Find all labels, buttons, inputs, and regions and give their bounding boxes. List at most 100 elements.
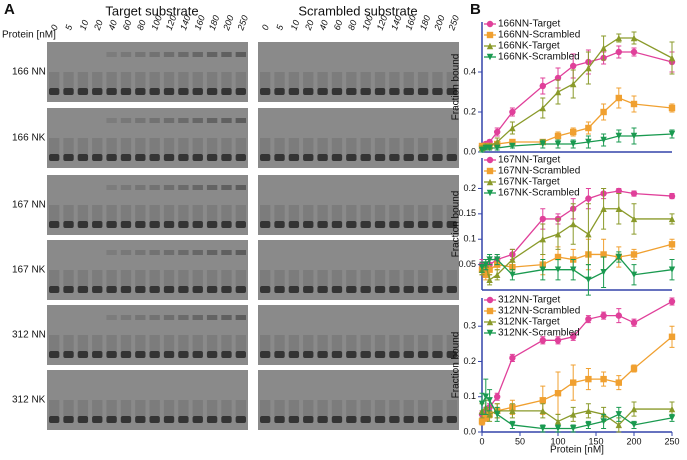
smear — [163, 270, 175, 286]
smear — [235, 205, 246, 221]
marker — [570, 80, 577, 88]
lane-label: 120 — [375, 14, 390, 32]
legend-label: 312NK-Scrambled — [498, 328, 580, 339]
band — [63, 416, 74, 423]
marker — [554, 88, 562, 96]
marker — [615, 34, 622, 42]
smear — [192, 72, 203, 88]
band — [77, 154, 89, 161]
band — [288, 351, 300, 358]
marker — [486, 20, 494, 28]
smear — [288, 205, 300, 221]
smear — [403, 335, 414, 351]
marker — [509, 108, 516, 116]
smear — [49, 205, 60, 221]
smear — [446, 72, 457, 88]
shift-band — [149, 185, 160, 190]
band — [446, 286, 457, 293]
y-tick-label: 0.15 — [458, 208, 476, 218]
band — [178, 286, 189, 293]
smear — [389, 72, 400, 88]
shift-band — [221, 315, 232, 320]
marker — [570, 379, 577, 386]
marker — [486, 296, 494, 304]
band — [77, 286, 89, 293]
shift-band — [120, 52, 132, 57]
smear — [163, 138, 175, 154]
gel — [258, 240, 459, 300]
smear — [235, 72, 246, 88]
band — [303, 416, 314, 423]
band — [221, 286, 232, 293]
x-axis-label: Protein [nM] — [550, 445, 604, 456]
panel-label: B — [470, 1, 481, 18]
smear — [403, 72, 414, 88]
shift-band — [192, 118, 203, 123]
x-tick-label: 250 — [664, 436, 679, 446]
band — [135, 416, 146, 423]
shift-band — [221, 250, 232, 255]
smear — [235, 138, 246, 154]
marker — [486, 178, 494, 186]
band — [92, 286, 103, 293]
smear — [374, 138, 386, 154]
band — [192, 88, 203, 95]
y-tick-label: 0.2 — [463, 356, 476, 366]
band — [149, 416, 160, 423]
lane-label: 160 — [192, 14, 207, 32]
smear — [331, 270, 343, 286]
marker — [668, 405, 676, 413]
band — [274, 154, 285, 161]
band — [163, 286, 175, 293]
marker — [554, 253, 562, 261]
marker — [668, 54, 676, 62]
band — [331, 286, 343, 293]
smear — [274, 270, 285, 286]
band — [432, 221, 443, 228]
shift-band — [135, 52, 146, 57]
shift-band — [221, 52, 232, 57]
marker — [494, 144, 501, 152]
gel — [47, 305, 248, 365]
smear — [417, 270, 429, 286]
band — [374, 416, 386, 423]
smear — [106, 400, 117, 416]
band — [389, 286, 400, 293]
smear — [92, 72, 103, 88]
band — [260, 351, 271, 358]
shift-band — [135, 250, 146, 255]
y-axis-label: Fraction bound — [451, 54, 462, 121]
panel-label: A — [4, 1, 15, 18]
band — [178, 416, 189, 423]
band — [106, 286, 117, 293]
marker — [600, 108, 607, 116]
smear — [192, 205, 203, 221]
axis-label: Protein [nM] — [2, 30, 56, 41]
series-line — [481, 51, 673, 147]
band — [317, 154, 328, 161]
marker — [554, 132, 562, 140]
lane-label: 10 — [78, 19, 91, 32]
smear — [178, 335, 189, 351]
shift-band — [106, 118, 117, 123]
lane-label: 100 — [149, 14, 164, 32]
band — [317, 351, 328, 358]
marker — [482, 414, 489, 422]
smear — [63, 138, 74, 154]
smear — [288, 270, 300, 286]
band — [317, 88, 328, 95]
smear — [221, 205, 232, 221]
shift-band — [163, 118, 175, 123]
marker — [630, 100, 638, 108]
gel-header: Scrambled substrate — [298, 3, 417, 18]
marker — [570, 140, 577, 148]
smear — [260, 335, 271, 351]
band — [163, 416, 175, 423]
smear — [149, 335, 160, 351]
band — [235, 416, 246, 423]
y-axis-label: Fraction bound — [451, 191, 462, 258]
smear — [92, 138, 103, 154]
band — [106, 154, 117, 161]
smear — [63, 270, 74, 286]
band — [274, 351, 285, 358]
